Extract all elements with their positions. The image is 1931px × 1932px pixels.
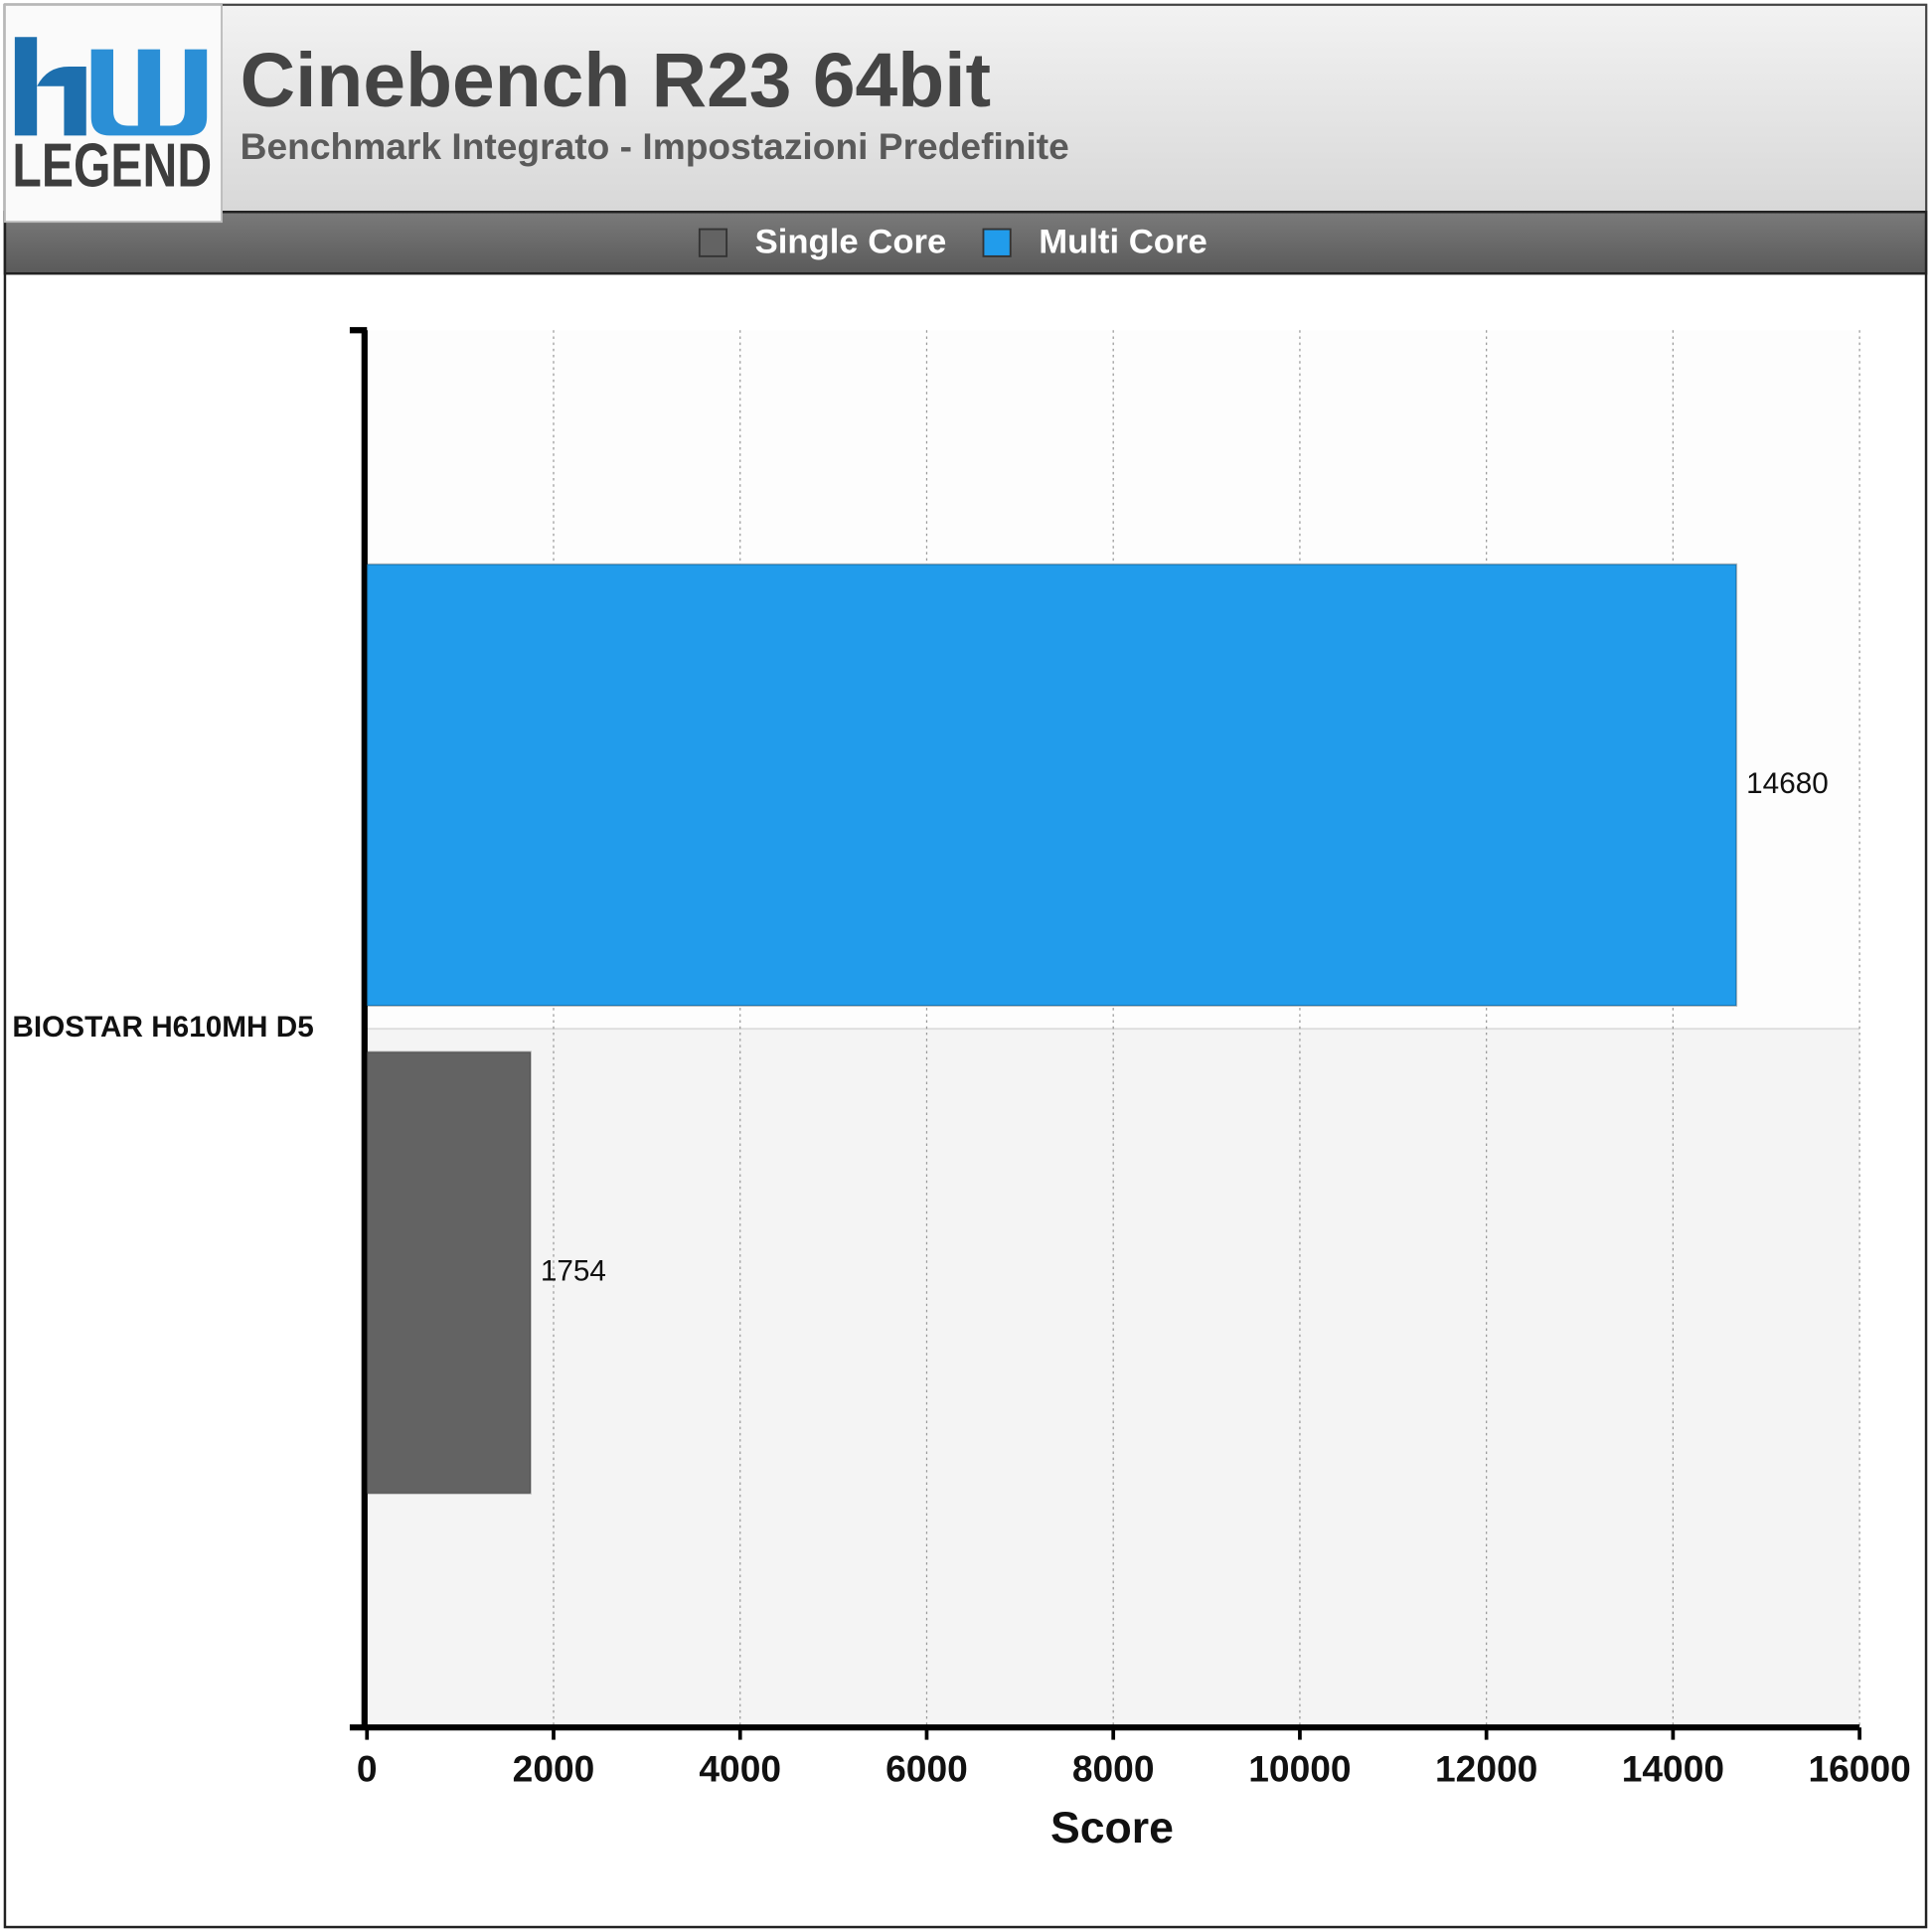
- x-tick-label: 0: [357, 1748, 378, 1790]
- logo: LEGEND: [4, 4, 223, 224]
- x-tick-label: 10000: [1248, 1748, 1351, 1790]
- x-tick-label: 6000: [885, 1748, 968, 1790]
- legend-swatch: [982, 228, 1012, 257]
- legend-swatch: [698, 228, 728, 257]
- logo-h: [14, 37, 86, 136]
- x-axis-label: Score: [1050, 1804, 1174, 1852]
- x-tick-label: 4000: [699, 1748, 781, 1790]
- x-tick-label: 12000: [1435, 1748, 1537, 1790]
- legend-label: Single Core: [755, 224, 947, 261]
- y-tick-label: BIOSTAR H610MH D5: [12, 1011, 313, 1044]
- chart-subtitle: Benchmark Integrato - Impostazioni Prede…: [241, 125, 1069, 167]
- bar: [366, 563, 1738, 1007]
- x-tick-label: 2000: [513, 1748, 595, 1790]
- x-tick-label: 14000: [1622, 1748, 1724, 1790]
- legend-bar: [3, 211, 1928, 275]
- value-label: 14680: [1746, 767, 1829, 800]
- value-label: 1754: [541, 1254, 606, 1287]
- x-tick-label: 8000: [1072, 1748, 1155, 1790]
- logo-text: LEGEND: [12, 131, 212, 200]
- logo-w: [90, 49, 208, 136]
- chart-title: Cinebench R23 64bit: [241, 38, 991, 123]
- x-tick-label: 16000: [1808, 1748, 1910, 1790]
- bar: [366, 1050, 532, 1495]
- header: [4, 4, 1927, 214]
- legend-label: Multi Core: [1039, 224, 1207, 261]
